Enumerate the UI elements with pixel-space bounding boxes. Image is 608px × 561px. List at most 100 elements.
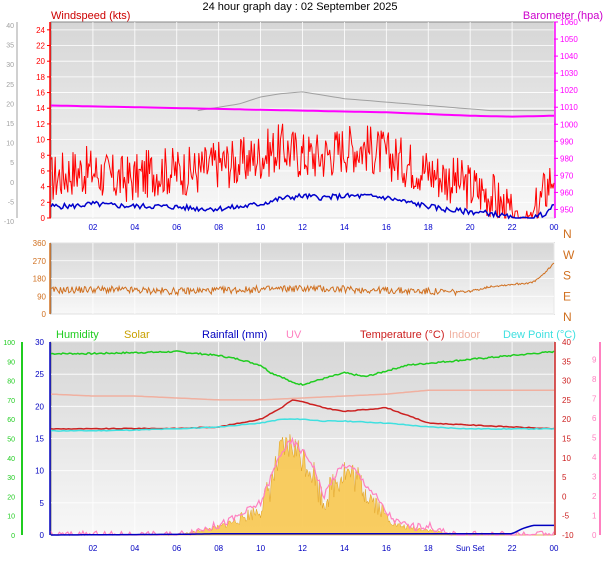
temperature-tick-label: 0 [562, 492, 567, 501]
left-scale-label: 10 [6, 141, 14, 148]
baro-tick-label: 1000 [560, 120, 578, 129]
wind-x-label: 08 [214, 223, 223, 232]
humidity-tick-label: 60 [7, 417, 15, 424]
baro-tick-label: 1040 [560, 52, 578, 61]
legend-entry: Solar [124, 329, 150, 341]
climate-tick-label: 30 [35, 338, 44, 347]
legend-entry: Humidity [56, 329, 99, 341]
grey-trace-line [197, 91, 554, 112]
humidity-tick-label: 0 [11, 533, 15, 540]
baro-tick-label: 960 [560, 188, 574, 197]
humidity-scale: 0 10 20 30 40 50 60 70 80 90 100 [3, 340, 23, 540]
wind-x-label: 02 [88, 223, 97, 232]
climate-tick-label: 0 [40, 531, 45, 540]
compass-label: S [563, 269, 571, 283]
wind-x-label: 12 [298, 223, 307, 232]
climate-tick-label: 5 [40, 499, 45, 508]
baro-tick-label: 950 [560, 205, 574, 214]
left-scale-label: 35 [6, 43, 14, 50]
wind-tick-label: 20 [36, 57, 45, 66]
legend-entry: Temperature (°C) [360, 329, 444, 341]
baro-tick-label: 1030 [560, 69, 578, 78]
left-scale-label: -5 [8, 199, 14, 206]
wind-x-label: 14 [340, 223, 349, 232]
temperature-scale: -10 -5 0 5 10 15 20 25 30 35 40 [554, 338, 574, 540]
climate-x-label: 18 [424, 544, 433, 553]
indoor-line [50, 389, 554, 401]
climate-x-ticks: 02 04 06 08 10 12 14 16 18 Sun Set 22 00 [88, 544, 559, 553]
wind-grid [51, 22, 555, 219]
climate-x-label: 08 [214, 544, 223, 553]
direction-tick-label: 180 [33, 275, 47, 284]
compass-label: W [563, 248, 575, 262]
direction-y-ticks: 0 90 180 270 360 [33, 239, 51, 319]
climate-x-label: 06 [172, 544, 181, 553]
climate-legend: Humidity Solar Rainfall (mm) UV Temperature … [56, 329, 576, 341]
baro-tick-label: 1060 [560, 18, 578, 27]
climate-x-label: 14 [340, 544, 349, 553]
baro-axis-label: Barometer (hpa) [523, 10, 603, 22]
wind-axis-label: Windspeed (kts) [51, 10, 130, 22]
baro-tick-label: 1020 [560, 86, 578, 95]
left-scale-label: 30 [6, 62, 14, 69]
uv-tick-label: 5 [592, 434, 597, 443]
wind-tick-label: 10 [36, 136, 45, 145]
wind-tick-label: 2 [41, 198, 46, 207]
humidity-tick-label: 100 [3, 340, 15, 347]
temperature-tick-label: -10 [562, 531, 574, 540]
wind-tick-label: 18 [36, 73, 45, 82]
climate-x-label: 02 [88, 544, 97, 553]
humidity-tick-label: 10 [7, 514, 15, 521]
wind-x-ticks: 02 04 06 08 10 12 14 16 18 20 22 00 [88, 223, 559, 232]
uv-tick-label: 0 [592, 531, 597, 540]
climate-x-label: 22 [508, 544, 517, 553]
climate-series [50, 350, 555, 537]
left-scale-label: 20 [6, 101, 14, 108]
baro-tick-label: 970 [560, 171, 574, 180]
climate-x-label: 16 [382, 544, 391, 553]
climate-tick-label: 20 [35, 402, 44, 411]
legend-entry: UV [286, 329, 302, 341]
humidity-tick-label: 50 [7, 437, 15, 444]
left-scale-label: 5 [10, 160, 14, 167]
rainfall-line [51, 524, 554, 536]
uv-tick-label: 7 [592, 395, 597, 404]
climate-x-label: 04 [130, 544, 139, 553]
baro-tick-label: 990 [560, 137, 574, 146]
wind-tick-label: 12 [36, 120, 45, 129]
wind-tick-label: 4 [41, 183, 46, 192]
wind-tick-label: 24 [36, 26, 45, 35]
barometer-line [50, 104, 555, 118]
wind-x-label: 22 [508, 223, 517, 232]
humidity-tick-label: 30 [7, 475, 15, 482]
wind-tick-label: 16 [36, 89, 45, 98]
temperature-tick-label: 10 [562, 454, 571, 463]
left-scale-label: 15 [6, 121, 14, 128]
temperature-tick-label: 20 [562, 415, 571, 424]
legend-entry: Rainfall (mm) [202, 329, 267, 341]
wind-tick-label: 8 [41, 151, 46, 160]
left-scale-label: 40 [6, 23, 14, 30]
uv-tick-label: 4 [592, 453, 597, 462]
humidity-line [50, 350, 555, 386]
left-scale-label: -10 [4, 219, 14, 226]
wind-x-label: 18 [424, 223, 433, 232]
compass-label: N [563, 310, 572, 324]
climate-y-ticks: 0 5 10 15 20 25 30 [35, 338, 51, 540]
wind-x-label: 20 [466, 223, 475, 232]
wind-avg-line [50, 192, 555, 220]
climate-x-label: 12 [298, 544, 307, 553]
wind-tick-label: 0 [41, 214, 46, 223]
direction-tick-label: 90 [37, 292, 46, 301]
temperature-tick-label: -5 [562, 512, 570, 521]
humidity-tick-label: 80 [7, 379, 15, 386]
dew-point-line [50, 418, 555, 432]
page-title: 24 hour graph day : 02 September 2025 [202, 1, 397, 13]
uv-tick-label: 8 [592, 375, 597, 384]
uv-scale: 0 1 2 3 4 5 6 7 8 9 [592, 342, 601, 540]
climate-tick-label: 25 [35, 370, 44, 379]
wind-gust-line [50, 123, 555, 220]
